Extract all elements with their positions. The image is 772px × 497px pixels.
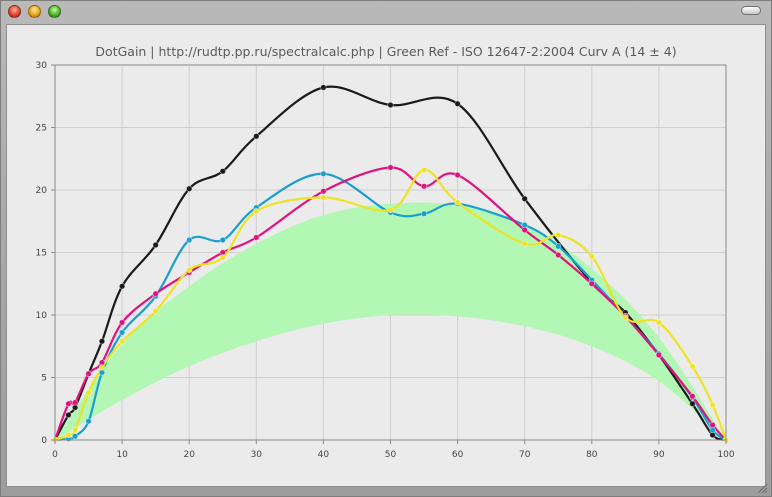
series-0-point	[152, 241, 159, 249]
series-2-point	[521, 226, 528, 234]
series-3-point	[387, 206, 394, 214]
tolerance-band	[55, 202, 726, 440]
series-0-point	[689, 400, 696, 407]
chart-panel: DotGain | http://rudtp.pp.ru/spectralcal…	[6, 24, 766, 487]
x-tick-label: 30	[251, 450, 263, 460]
x-tick-label: 100	[717, 450, 734, 460]
series-3-point	[98, 364, 106, 371]
series-3-point	[185, 266, 193, 274]
series-3-point	[85, 389, 92, 396]
x-tick-label: 50	[385, 450, 397, 460]
y-tick-label: 0	[41, 436, 47, 446]
y-tick-label: 30	[36, 61, 48, 71]
resize-grip-icon[interactable]	[754, 482, 768, 493]
series-1-point	[420, 210, 428, 217]
series-2-point	[253, 234, 260, 241]
series-0-point	[185, 185, 193, 192]
series-2-point	[85, 370, 92, 377]
series-0-point	[253, 133, 260, 140]
dotgain-chart: DotGain | http://rudtp.pp.ru/spectralcal…	[36, 44, 735, 460]
series-3-point	[65, 431, 72, 439]
series-2-point	[588, 280, 595, 287]
series-0-point	[219, 168, 226, 175]
x-tick-label: 70	[519, 450, 531, 460]
series-3-point	[71, 426, 79, 434]
series-3-point	[588, 253, 595, 260]
x-tick-label: 60	[452, 450, 464, 460]
series-2-point	[420, 183, 428, 190]
series-lines	[53, 85, 728, 442]
x-tick-label: 10	[116, 450, 128, 460]
series-3-point	[689, 363, 696, 370]
series-3-point	[320, 194, 327, 201]
series-3-point	[219, 254, 226, 261]
series-1-point	[320, 170, 327, 177]
series-2-point	[71, 399, 79, 406]
toolbar-toggle-button[interactable]	[741, 6, 761, 15]
series-3-point	[555, 231, 562, 239]
chart-title: DotGain | http://rudtp.pp.ru/spectralcal…	[95, 44, 676, 59]
series-3-point	[253, 208, 260, 215]
x-tick-label: 80	[586, 450, 598, 460]
y-tick-label: 25	[36, 124, 47, 134]
series-0-point	[454, 100, 461, 107]
series-2-point	[655, 351, 663, 359]
series-3-point	[622, 314, 629, 321]
x-tick-label: 0	[52, 450, 58, 460]
series-3-point	[709, 401, 716, 409]
series-2-point	[689, 393, 696, 400]
minimize-button[interactable]	[28, 5, 41, 18]
series-0-point	[387, 101, 394, 109]
series-1-point	[219, 236, 226, 244]
series-3-point	[152, 308, 159, 315]
series-2-point	[118, 319, 126, 326]
series-3-line	[54, 168, 728, 442]
close-button[interactable]	[8, 5, 21, 18]
series-3-point	[454, 199, 461, 206]
zoom-button[interactable]	[48, 5, 61, 18]
series-2-point	[555, 251, 562, 259]
series-3-point	[521, 240, 528, 247]
x-tick-label: 40	[318, 450, 330, 460]
series-2-point	[709, 421, 716, 429]
series-2-point	[65, 400, 72, 407]
series-3-point	[420, 166, 428, 174]
series-0-point	[98, 338, 106, 345]
series-2-point	[152, 290, 159, 297]
series-1-point	[85, 418, 92, 425]
y-axis: 0 5 10 15 20 25 30	[36, 61, 55, 446]
x-axis: 0 10 20 30 40 50 60 70 80 90 100	[52, 440, 735, 460]
y-tick-label: 20	[36, 186, 48, 196]
y-tick-label: 10	[36, 311, 48, 321]
series-3-point	[655, 319, 663, 326]
series-3-point	[118, 338, 126, 345]
series-0-point	[521, 195, 528, 202]
x-tick-label: 20	[183, 450, 195, 460]
series-0-point	[65, 411, 72, 419]
series-1-point	[71, 433, 79, 440]
x-tick-label: 90	[653, 450, 665, 460]
y-tick-label: 15	[36, 249, 47, 259]
series-1-point	[118, 329, 126, 336]
series-0-point	[320, 84, 327, 91]
tolerance-band-area	[55, 202, 726, 440]
series-2-line	[53, 166, 727, 441]
y-tick-label: 5	[41, 374, 47, 384]
series-2-point	[387, 164, 394, 171]
series-0-point	[118, 283, 126, 290]
series-1-point	[185, 236, 193, 244]
series-2-point	[320, 188, 327, 195]
title-bar	[1, 1, 771, 23]
series-1-point	[555, 243, 562, 250]
series-2-point	[454, 171, 461, 179]
